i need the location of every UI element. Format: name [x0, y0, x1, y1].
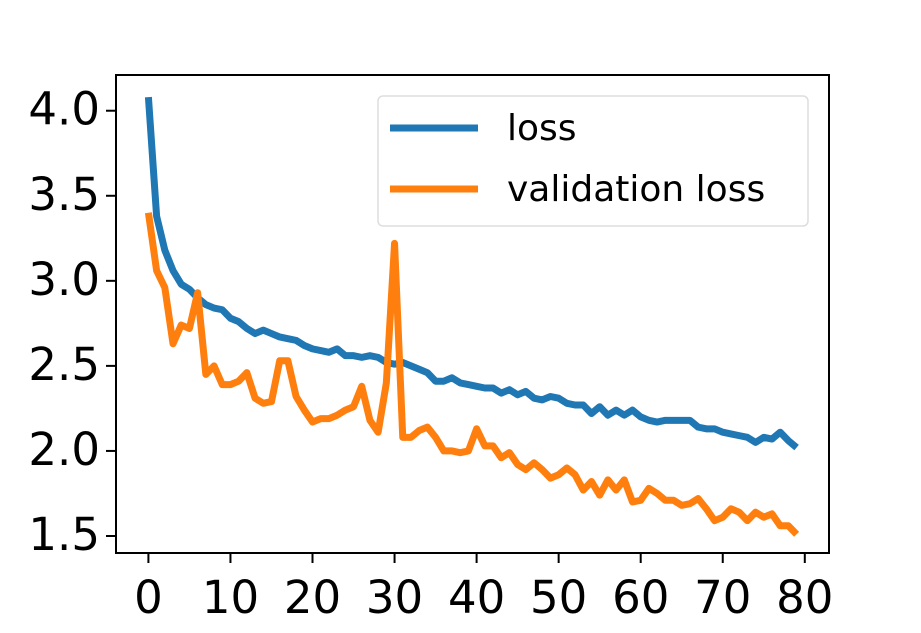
x-tick-label: 10 — [202, 571, 259, 624]
x-tick-label: 0 — [134, 571, 163, 624]
x-tick-label: 80 — [776, 571, 833, 624]
y-tick-label: 3.5 — [28, 168, 100, 221]
legend-box — [377, 95, 809, 227]
y-tick-label: 1.5 — [28, 508, 100, 561]
x-tick-label: 40 — [448, 571, 505, 624]
y-tick-label: 2.5 — [28, 338, 100, 391]
data-line — [144, 212, 800, 537]
y-tick-label: 3.0 — [28, 253, 100, 306]
y-tick-label: 4.0 — [28, 83, 100, 136]
y-tick-label: 2.0 — [28, 423, 100, 476]
x-tick-label: 50 — [530, 571, 587, 624]
plot-frame — [115, 74, 830, 554]
legend-label: validation loss — [507, 169, 765, 210]
x-tick-label: 70 — [694, 571, 751, 624]
x-tick-label: 30 — [366, 571, 423, 624]
x-tick-label: 20 — [284, 571, 341, 624]
legend-label: loss — [507, 108, 577, 149]
x-tick-label: 60 — [612, 571, 669, 624]
data-line — [144, 96, 799, 451]
